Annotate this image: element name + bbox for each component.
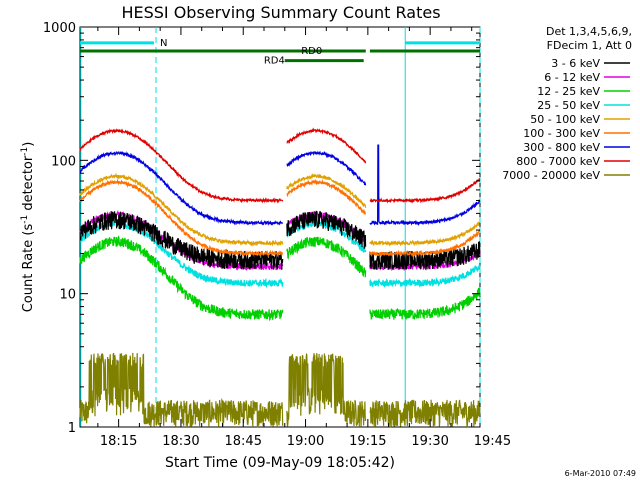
series-line-50-100-keV bbox=[369, 221, 481, 247]
legend-label: 25 - 50 keV bbox=[537, 99, 600, 112]
legend-label: 800 - 7000 keV bbox=[516, 155, 600, 168]
legend-header-1: Det 1,3,4,5,6,9, bbox=[546, 25, 632, 38]
series-line-800-7000-keV bbox=[286, 127, 367, 164]
series-line-300-800-keV bbox=[79, 150, 284, 227]
x-tick-label: 19:45 bbox=[474, 434, 511, 449]
series-line-800-7000-keV bbox=[79, 127, 284, 204]
legend-header-2: FDecim 1, Att 0 bbox=[547, 39, 632, 52]
x-axis-label: Start Time (09-May-09 18:05:42) bbox=[165, 455, 395, 471]
series-line-100-300-keV bbox=[79, 178, 283, 258]
x-tick-label: 19:30 bbox=[411, 434, 448, 449]
chart-title: HESSI Observing Summary Count Rates bbox=[121, 3, 440, 22]
y-axis-label-exp2: -1 bbox=[20, 147, 30, 156]
timestamp: 6-Mar-2010 07:49 bbox=[565, 469, 636, 478]
y-axis-label-mid: detector bbox=[21, 155, 36, 215]
series-line-25-50-keV bbox=[369, 263, 481, 289]
series-line-7000-20000-keV bbox=[286, 352, 367, 427]
y-axis-label: Count Rate (s-1 detector-1) bbox=[20, 142, 36, 313]
x-tick-label: 19:15 bbox=[349, 434, 386, 449]
series-line-25-50-keV bbox=[79, 220, 284, 289]
x-tick-label: 18:30 bbox=[162, 434, 199, 449]
series-line-50-100-keV bbox=[79, 172, 284, 247]
legend-label: 3 - 6 keV bbox=[551, 57, 600, 70]
series-line-100-300-keV bbox=[286, 178, 366, 215]
y-axis-label-end: ) bbox=[21, 142, 36, 147]
y-tick-label: 100 bbox=[51, 154, 76, 169]
legend-label: 6 - 12 keV bbox=[544, 71, 600, 84]
series-line-12-25-keV bbox=[79, 235, 284, 321]
legend-label: 7000 - 20000 keV bbox=[502, 169, 600, 182]
legend-label: 50 - 100 keV bbox=[530, 113, 600, 126]
legend-label: 12 - 25 keV bbox=[537, 85, 600, 98]
legend-label: 300 - 800 keV bbox=[523, 141, 600, 154]
flag-label-rd0: RD0 bbox=[301, 46, 322, 57]
series-group bbox=[79, 127, 481, 429]
series-line-100-300-keV bbox=[369, 228, 481, 258]
x-tick-label: 18:15 bbox=[100, 434, 137, 449]
legend-label: 100 - 300 keV bbox=[523, 127, 600, 140]
y-tick-label: 10 bbox=[59, 288, 76, 303]
series-line-300-800-keV bbox=[369, 144, 481, 227]
series-line-800-7000-keV bbox=[369, 178, 481, 204]
y-axis-label-main: Count Rate (s bbox=[21, 224, 36, 313]
series-line-300-800-keV bbox=[286, 150, 367, 186]
x-axis: 18:15 18:30 18:45 19:00 19:15 19:30 19:45 bbox=[97, 27, 511, 449]
y-axis: 1 10 100 1000 bbox=[43, 21, 480, 436]
series-line-50-100-keV bbox=[286, 173, 367, 208]
legend: Det 1,3,4,5,6,9, FDecim 1, Att 0 3 - 6 k… bbox=[502, 25, 632, 182]
series-line-12-25-keV bbox=[369, 287, 481, 321]
flag-label-n: N bbox=[160, 38, 167, 49]
flag-bars: N RD0 RD4 bbox=[80, 38, 480, 67]
series-line-3-6-keV bbox=[369, 241, 481, 270]
series-line-12-25-keV bbox=[286, 236, 367, 278]
x-tick-label: 19:00 bbox=[287, 434, 324, 449]
series-line-7000-20000-keV bbox=[369, 399, 481, 429]
series-line-7000-20000-keV bbox=[79, 352, 284, 429]
x-tick-label: 18:45 bbox=[225, 434, 262, 449]
y-tick-label: 1 bbox=[68, 421, 76, 436]
series-line-3-6-keV bbox=[79, 211, 284, 270]
y-tick-label: 1000 bbox=[43, 21, 76, 36]
series-line-3-6-keV bbox=[286, 210, 367, 249]
y-axis-label-exp1: -1 bbox=[20, 215, 30, 224]
flag-label-rd4: RD4 bbox=[264, 56, 285, 67]
